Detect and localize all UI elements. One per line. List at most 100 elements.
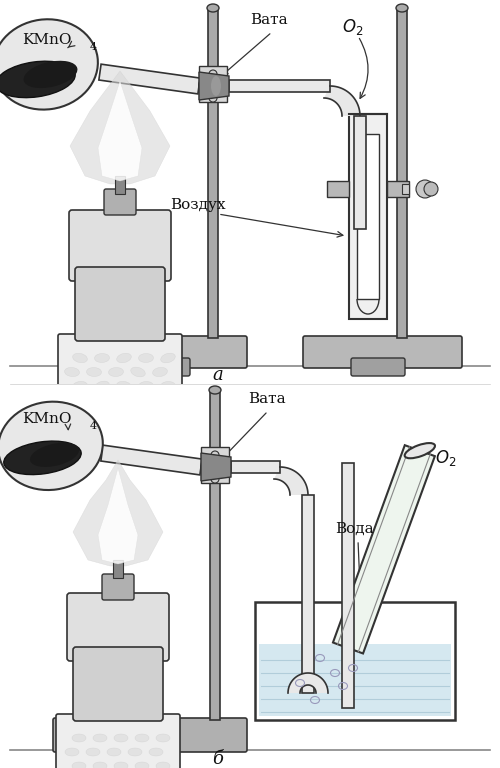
Text: Воздух: Воздух — [170, 198, 226, 212]
Ellipse shape — [404, 443, 435, 458]
Bar — [387, 181, 409, 197]
Bar — [354, 116, 366, 229]
Text: 4: 4 — [90, 421, 97, 431]
Ellipse shape — [114, 734, 128, 742]
Bar — [231, 461, 280, 473]
Polygon shape — [201, 453, 231, 481]
Text: $O_2$: $O_2$ — [435, 448, 456, 468]
Polygon shape — [199, 72, 229, 100]
Ellipse shape — [138, 353, 154, 362]
Text: 4: 4 — [90, 42, 97, 52]
FancyBboxPatch shape — [104, 189, 136, 215]
Ellipse shape — [116, 353, 132, 362]
Text: Вата: Вата — [250, 13, 288, 27]
FancyBboxPatch shape — [78, 336, 247, 368]
Ellipse shape — [107, 748, 121, 756]
Ellipse shape — [4, 441, 81, 475]
Ellipse shape — [65, 748, 79, 756]
Ellipse shape — [72, 762, 86, 768]
Ellipse shape — [116, 382, 132, 391]
Ellipse shape — [138, 382, 154, 390]
Ellipse shape — [30, 442, 79, 467]
Ellipse shape — [199, 74, 227, 98]
Bar — [199, 66, 227, 82]
Bar — [342, 463, 354, 708]
Ellipse shape — [209, 386, 221, 394]
Text: а: а — [212, 366, 224, 384]
Ellipse shape — [416, 180, 434, 198]
Bar — [327, 181, 349, 197]
Text: KMnO: KMnO — [22, 412, 72, 426]
Polygon shape — [70, 71, 170, 184]
Ellipse shape — [86, 748, 100, 756]
Ellipse shape — [108, 396, 124, 405]
Polygon shape — [99, 65, 200, 94]
Ellipse shape — [209, 70, 217, 78]
Ellipse shape — [130, 367, 146, 377]
FancyBboxPatch shape — [56, 714, 180, 768]
Ellipse shape — [128, 748, 142, 756]
Ellipse shape — [135, 734, 149, 742]
Ellipse shape — [153, 395, 167, 405]
Polygon shape — [98, 468, 138, 564]
FancyBboxPatch shape — [58, 334, 182, 410]
FancyBboxPatch shape — [303, 336, 462, 368]
Ellipse shape — [0, 19, 98, 110]
Ellipse shape — [86, 396, 102, 405]
Ellipse shape — [201, 455, 229, 479]
Bar — [349, 114, 387, 319]
FancyBboxPatch shape — [67, 593, 169, 661]
Polygon shape — [288, 673, 328, 693]
Bar — [259, 644, 451, 716]
Ellipse shape — [114, 762, 128, 768]
Bar — [402, 184, 409, 194]
Bar — [115, 176, 125, 194]
Ellipse shape — [72, 382, 88, 391]
Ellipse shape — [160, 353, 176, 362]
Ellipse shape — [93, 762, 107, 768]
Ellipse shape — [199, 74, 227, 98]
Bar — [210, 390, 220, 720]
Ellipse shape — [211, 475, 219, 483]
Ellipse shape — [0, 61, 75, 98]
FancyBboxPatch shape — [102, 574, 134, 600]
FancyBboxPatch shape — [69, 210, 171, 281]
Bar — [199, 86, 227, 102]
Bar — [229, 80, 330, 92]
Polygon shape — [333, 445, 435, 654]
Polygon shape — [73, 460, 163, 566]
Text: Вата: Вата — [248, 392, 286, 406]
Ellipse shape — [108, 368, 124, 376]
Polygon shape — [98, 81, 142, 181]
Bar — [302, 495, 314, 693]
Ellipse shape — [156, 762, 170, 768]
Bar — [201, 467, 229, 483]
FancyBboxPatch shape — [75, 267, 165, 341]
Ellipse shape — [94, 381, 110, 391]
Bar — [201, 447, 229, 463]
Ellipse shape — [86, 368, 102, 376]
Polygon shape — [274, 467, 308, 495]
Ellipse shape — [135, 762, 149, 768]
Polygon shape — [324, 86, 360, 116]
Ellipse shape — [396, 4, 408, 12]
FancyBboxPatch shape — [118, 742, 174, 762]
Ellipse shape — [207, 4, 219, 12]
Ellipse shape — [152, 367, 168, 376]
Bar — [357, 134, 379, 299]
Ellipse shape — [93, 734, 107, 742]
Ellipse shape — [64, 367, 80, 376]
Ellipse shape — [94, 353, 110, 362]
FancyBboxPatch shape — [53, 718, 247, 752]
Text: $O_2$: $O_2$ — [342, 17, 363, 37]
Bar — [397, 8, 407, 338]
Text: KMnO: KMnO — [22, 33, 72, 47]
Ellipse shape — [131, 395, 145, 405]
Ellipse shape — [160, 382, 176, 390]
Ellipse shape — [24, 61, 78, 88]
Ellipse shape — [156, 734, 170, 742]
Ellipse shape — [209, 94, 217, 102]
Text: б: б — [212, 750, 224, 768]
FancyBboxPatch shape — [73, 647, 163, 721]
Text: Вода: Вода — [335, 522, 374, 536]
